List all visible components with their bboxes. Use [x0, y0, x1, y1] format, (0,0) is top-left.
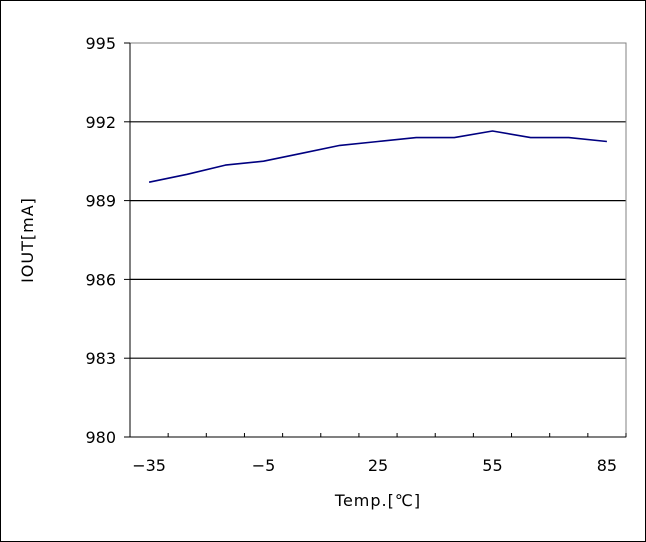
x-axis-title: Temp.[℃] — [334, 491, 421, 510]
y-tick-label: 986 — [85, 270, 116, 289]
x-tick-label: −5 — [252, 456, 276, 475]
y-tick-label: 995 — [85, 34, 116, 53]
y-axis-title: IOUT[mA] — [18, 197, 37, 283]
y-axis-tick-labels: 980 983 986 989 992 995 — [85, 34, 116, 447]
series-line — [148, 130, 607, 183]
x-tick-label: 55 — [482, 456, 502, 475]
y-tick-label: 992 — [85, 113, 116, 132]
gridlines — [130, 121, 626, 359]
y-tick-label: 980 — [85, 428, 116, 447]
y-tick-label: 983 — [85, 349, 116, 368]
y-tick-label: 989 — [85, 192, 116, 211]
axis-ticks — [124, 42, 627, 438]
x-tick-label: 85 — [597, 456, 617, 475]
series-lines — [148, 130, 607, 183]
x-axis-tick-labels: −35 −5 25 55 85 — [132, 456, 617, 475]
x-tick-label: 25 — [368, 456, 388, 475]
plot-area — [129, 42, 627, 438]
x-tick-label: −35 — [132, 456, 166, 475]
